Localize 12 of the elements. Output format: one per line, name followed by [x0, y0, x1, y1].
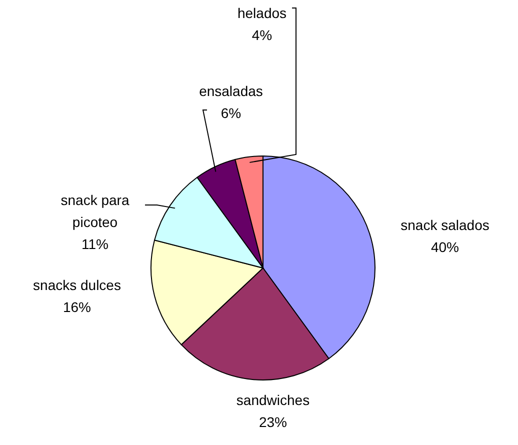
slice-label: snack para picoteo — [60, 192, 130, 230]
slice-label: snacks dulces — [33, 277, 121, 293]
data-label: 11% — [82, 236, 108, 252]
data-label: 4% — [252, 27, 272, 43]
data-label: 6% — [220, 105, 242, 121]
data-label: 16% — [62, 299, 92, 315]
slice-label: sandwiches — [236, 392, 310, 408]
slice-label: snack salados — [400, 217, 490, 233]
slice-label: ensaladas — [199, 83, 263, 99]
data-label: 23% — [258, 414, 288, 430]
slice-label: helados — [237, 5, 287, 21]
data-label: 40% — [430, 239, 460, 255]
